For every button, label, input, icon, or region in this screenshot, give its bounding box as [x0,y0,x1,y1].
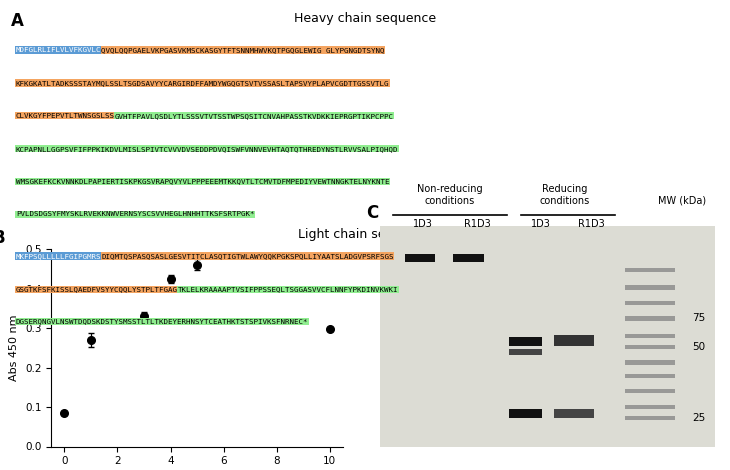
Bar [453,254,484,262]
Bar [554,335,593,346]
Text: DGSERQNGVLNSWTDQDSKDSTYSMSSTLTLTKDEYERHNSYTCEATHKTSTSPIVKSFNRNEC*: DGSERQNGVLNSWTDQDSKDSTYSMSSTLTLTKDEYERHN… [16,318,308,324]
Text: 1D3: 1D3 [531,219,550,229]
Bar [625,316,675,321]
Bar [509,349,542,355]
Bar [625,415,675,420]
Text: CLVKGYFPEPVTLTWNSGSLSS: CLVKGYFPEPVTLTWNSGSLSS [16,113,115,119]
Bar [625,334,675,338]
Text: GSGTKFSFKISSLQAEDFVSYYCQQLYSTPLTFGAG: GSGTKFSFKISSLQAEDFVSYYCQQLYSTPLTFGAG [16,286,178,292]
Text: Non-reducing
conditions: Non-reducing conditions [418,184,483,206]
Text: R1D3: R1D3 [577,219,604,229]
Bar [625,374,675,378]
Text: KCPAPNLLGGPSVFIFPPKIKDVLMISLSPIVTCVVVDVSEDDPDVQISWFVNNVEVHTAQTQTHREDYNSTLRVVSALP: KCPAPNLLGGPSVFIFPPKIKDVLMISLSPIVTCVVVDVS… [16,146,399,152]
Text: DIQMTQSPASQSASLGESVTITCLASQTIGTWLAWYQQKPGKSPQLLIYAATSLADGVPSRFSGS: DIQMTQSPASQSASLGESVTITCLASQTIGTWLAWYQQKP… [101,253,394,259]
Text: MW (kDa): MW (kDa) [658,196,706,206]
Text: B: B [0,229,5,247]
Y-axis label: Abs 450 nm: Abs 450 nm [9,314,19,381]
Text: MKFPSQLLLLLFGIPGMRS: MKFPSQLLLLLFGIPGMRS [16,253,101,259]
Bar [625,285,675,290]
Text: PVLDSDGSYFMYSKLRVEKKNWVERNSYSCSVVHEGLHNHHTTKSFSRTPGK*: PVLDSDGSYFMYSKLRVEKKNWVERNSYSCSVVHEGLHNH… [16,212,254,218]
Text: C: C [366,204,378,221]
Text: 1D3: 1D3 [413,219,433,229]
Bar [554,408,593,418]
Bar [509,409,542,418]
Text: 75: 75 [692,313,705,323]
Bar [625,405,675,409]
Text: Light chain sequence: Light chain sequence [298,228,432,241]
Text: WMSGKEFKCKVNNKDLPAPIERTISKPKGSVRAPQVYVLPPPEEEMTKKQVTLTCMVTDFMPEDIYVEWTNNGKTELNYK: WMSGKEFKCKVNNKDLPAPIERTISKPKGSVRAPQVYVLP… [16,179,389,185]
Bar [625,301,675,305]
Text: 50: 50 [692,342,705,352]
Text: Reducing
conditions: Reducing conditions [539,184,589,206]
Bar [625,267,675,272]
Text: Heavy chain sequence: Heavy chain sequence [294,12,436,25]
Bar [625,345,675,349]
Bar [509,337,542,346]
Text: R1D3: R1D3 [464,219,491,229]
Text: KFKGKATLTADKSSSTAYMQLSSLTSGDSAVYYCARGIRDFFAMDYWGQGTSVTVSSASLTAPSVYPLAPVCGDTTGSSV: KFKGKATLTADKSSSTAYMQLSSLTSGDSAVYYCARGIRD… [16,80,389,86]
Text: MDFGLRLIFLVLVFKGVLC: MDFGLRLIFLVLVFKGVLC [16,47,101,53]
Text: A: A [11,12,24,30]
Text: 25: 25 [692,413,705,423]
Bar [404,254,435,262]
Text: GVHTFPAVLQSDLYTLSSSVTVTSSTWPSQSITCNVAHPASSTKVDKKIEPRGPTIKPCPPC: GVHTFPAVLQSDLYTLSSSVTVTSSTWPSQSITCNVAHPA… [115,113,394,119]
Bar [625,360,675,365]
Bar [625,389,675,393]
Text: TKLELKRAAAAPTVSIFPPSSEQLTSGGASVVCFLNNFYPKDINVKWKI: TKLELKRAAAAPTVSIFPPSSEQLTSGGASVVCFLNNFYP… [178,286,399,292]
Text: QVQLQQPGAELVKPGASVKMSCKASGYTFTSNNMHWVKQTPGQGLEWIG GLYPGNGDTSYNQ: QVQLQQPGAELVKPGASVKMSCKASGYTFTSNNMHWVKQT… [101,47,385,53]
